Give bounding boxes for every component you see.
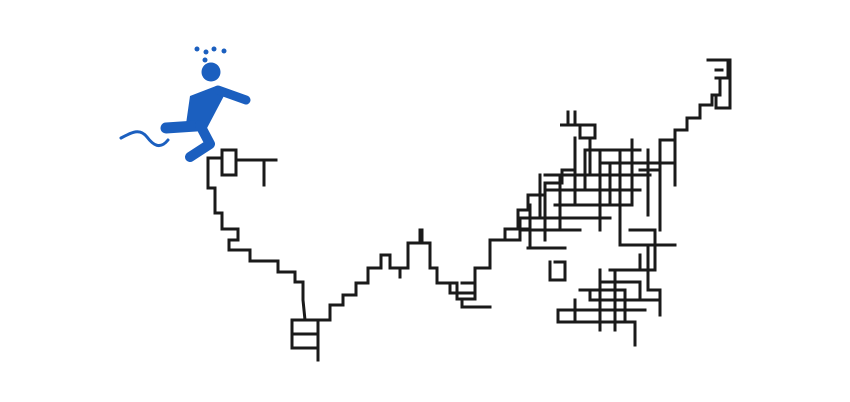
walk-segment-right-lower bbox=[556, 228, 677, 347]
walk-segment-left-box2 bbox=[316, 228, 492, 322]
walk-segment-middle-box bbox=[448, 281, 477, 301]
walk-segment-left-loop bbox=[206, 148, 238, 177]
walk-segment-right-upper bbox=[560, 110, 597, 140]
walk-segment-left bbox=[206, 156, 320, 362]
walk-segment-right-link bbox=[503, 216, 532, 242]
walk-segment-right-grid2 bbox=[583, 138, 677, 247]
walk-segment-right-grid3 bbox=[528, 136, 592, 250]
walk-segment-right-climb bbox=[638, 58, 730, 172]
walk-segment-right-grid1 bbox=[518, 173, 652, 282]
walk-segment-left-branch bbox=[234, 158, 278, 187]
walk-segment-left-box bbox=[290, 318, 320, 350]
drunk-walker-person-icon bbox=[119, 46, 251, 162]
walk-segment-middle-rise bbox=[473, 168, 577, 285]
random-walk-path bbox=[206, 58, 732, 362]
walk-segment-right-top bbox=[706, 58, 732, 110]
